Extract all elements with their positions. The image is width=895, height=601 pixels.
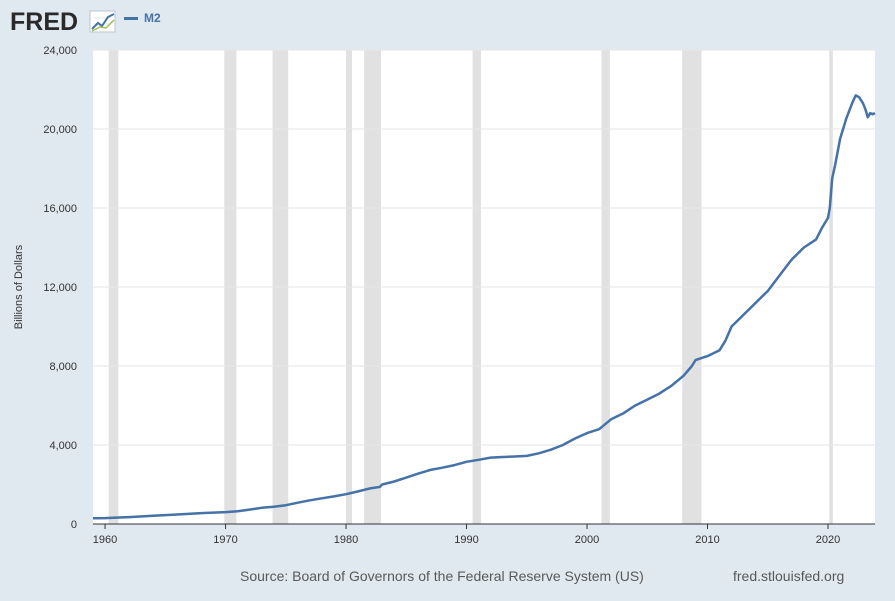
y-tick-label: 4,000 (49, 440, 77, 452)
source-note: Source: Board of Governors of the Federa… (240, 568, 644, 584)
header: FRED M2 (0, 0, 895, 40)
y-tick-label: 8,000 (49, 361, 77, 373)
grid-lines (93, 49, 875, 525)
x-tick-label: 2000 (575, 534, 599, 546)
y-tick-label: 16,000 (43, 203, 77, 215)
x-tick-label: 1970 (213, 534, 237, 546)
y-tick-label: 24,000 (43, 45, 77, 57)
x-axis: 1960 1970 1980 1990 2000 2010 2020 (93, 524, 840, 546)
legend-label: M2 (144, 11, 161, 25)
fred-logo-text: FRED (10, 8, 78, 36)
y-axis: 0 4,000 8,000 12,000 16,000 20,000 24,000 (43, 45, 77, 531)
fred-logo[interactable]: FRED (10, 6, 120, 36)
x-tick-label: 1960 (93, 534, 117, 546)
x-tick-label: 2020 (816, 534, 840, 546)
y-tick-label: 0 (71, 519, 77, 531)
x-tick-label: 1990 (454, 534, 478, 546)
y-tick-label: 12,000 (43, 282, 77, 294)
source-url[interactable]: fred.stlouisfed.org (733, 568, 845, 584)
y-tick-label: 20,000 (43, 124, 77, 136)
x-tick-label: 2010 (695, 534, 719, 546)
x-tick-label: 1980 (334, 534, 358, 546)
legend-swatch (124, 16, 138, 20)
legend[interactable]: M2 (124, 11, 161, 25)
series-line-m2 (92, 94, 876, 520)
y-axis-title: Billions of Dollars (13, 244, 25, 329)
chart-icon (89, 10, 116, 33)
